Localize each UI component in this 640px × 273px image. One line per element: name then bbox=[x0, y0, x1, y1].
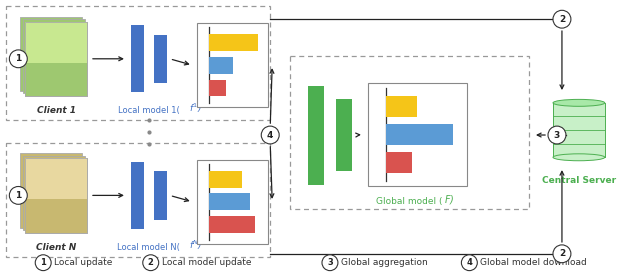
Text: Global aggregation: Global aggregation bbox=[341, 258, 428, 267]
Bar bbox=[26, 63, 87, 96]
Bar bbox=[336, 99, 352, 171]
Bar bbox=[290, 56, 529, 209]
Text: Local update: Local update bbox=[54, 258, 113, 267]
Bar bbox=[209, 34, 258, 51]
Text: Global model (: Global model ( bbox=[376, 197, 443, 206]
Text: 4: 4 bbox=[267, 130, 273, 140]
Bar bbox=[131, 162, 144, 229]
Bar bbox=[26, 199, 87, 233]
Bar bbox=[368, 82, 467, 186]
Circle shape bbox=[553, 245, 571, 263]
Text: $f^1$): $f^1$) bbox=[189, 102, 202, 115]
Circle shape bbox=[553, 10, 571, 28]
Bar bbox=[6, 6, 270, 120]
Bar bbox=[209, 171, 242, 188]
Bar bbox=[209, 216, 255, 233]
Bar bbox=[26, 158, 87, 199]
Bar bbox=[386, 152, 412, 173]
Bar bbox=[386, 124, 453, 145]
Circle shape bbox=[461, 255, 477, 271]
Text: Global model download: Global model download bbox=[480, 258, 587, 267]
Text: Local model 1(: Local model 1( bbox=[118, 106, 180, 115]
Bar bbox=[20, 17, 82, 91]
Text: 1: 1 bbox=[15, 54, 22, 63]
Circle shape bbox=[35, 255, 51, 271]
Text: $f^N$): $f^N$) bbox=[189, 238, 202, 252]
Circle shape bbox=[261, 126, 279, 144]
Bar bbox=[209, 57, 233, 74]
Bar bbox=[23, 19, 84, 93]
Bar bbox=[154, 35, 166, 83]
Ellipse shape bbox=[553, 99, 605, 106]
Bar bbox=[6, 143, 270, 257]
Text: $F$): $F$) bbox=[444, 193, 455, 206]
Bar bbox=[386, 96, 417, 117]
Bar bbox=[553, 103, 605, 157]
Text: 2: 2 bbox=[559, 249, 565, 258]
Bar bbox=[196, 160, 268, 244]
Bar bbox=[131, 25, 144, 93]
Bar bbox=[20, 153, 82, 228]
Bar bbox=[23, 156, 84, 230]
Circle shape bbox=[548, 126, 566, 144]
Bar bbox=[308, 85, 324, 185]
Bar bbox=[209, 193, 250, 210]
Bar bbox=[154, 171, 166, 219]
Text: 3: 3 bbox=[327, 258, 333, 267]
Bar bbox=[196, 23, 268, 107]
Bar bbox=[26, 22, 87, 96]
Circle shape bbox=[10, 50, 28, 68]
Text: 2: 2 bbox=[559, 15, 565, 24]
Text: 1: 1 bbox=[15, 191, 22, 200]
Text: 3: 3 bbox=[554, 130, 560, 140]
Circle shape bbox=[10, 186, 28, 204]
Text: 2: 2 bbox=[148, 258, 154, 267]
Bar bbox=[26, 22, 87, 63]
Text: Central Server: Central Server bbox=[542, 176, 616, 185]
Bar bbox=[26, 158, 87, 233]
Text: Client N: Client N bbox=[36, 243, 76, 252]
Text: 4: 4 bbox=[467, 258, 472, 267]
Circle shape bbox=[322, 255, 338, 271]
Text: 1: 1 bbox=[40, 258, 46, 267]
Circle shape bbox=[143, 255, 159, 271]
Bar bbox=[26, 158, 87, 233]
Bar bbox=[26, 22, 87, 96]
Text: Local model update: Local model update bbox=[162, 258, 251, 267]
Text: Client 1: Client 1 bbox=[36, 106, 76, 115]
Bar bbox=[209, 79, 225, 96]
Text: Local model N(: Local model N( bbox=[117, 243, 180, 252]
Ellipse shape bbox=[553, 154, 605, 161]
